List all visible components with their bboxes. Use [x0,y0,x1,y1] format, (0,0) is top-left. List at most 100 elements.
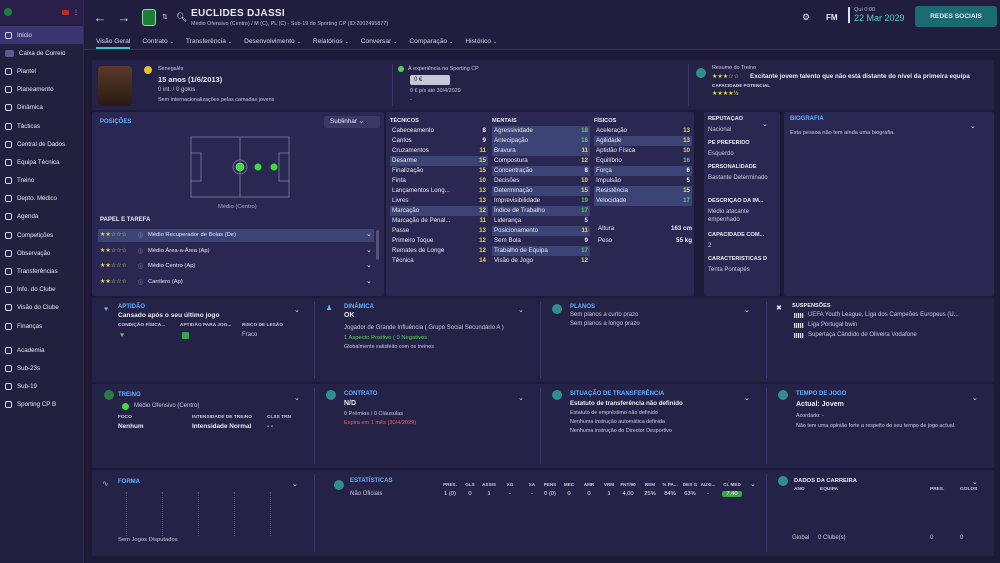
sidebar-item[interactable]: Transferências [0,262,83,280]
sidebar-item[interactable]: Observação [0,244,83,262]
tab-2[interactable]: Transferência ⌄ [186,34,232,49]
sidebar-item[interactable]: Plantel [0,62,83,80]
club-crest-icon[interactable] [142,8,156,26]
attribute-value: 12 [581,257,588,264]
divider [392,64,393,106]
forward-icon[interactable]: → [117,9,131,25]
tab-6[interactable]: Comparação ⌄ [409,34,453,49]
clock-icon [778,390,788,400]
chevron-down-icon[interactable]: ⌄ [294,307,300,314]
sidebar-item[interactable]: Agenda [0,208,83,226]
role-row[interactable]: ★★☆☆☆ ⓘ Médio Área-a-Área (Ap) ⌄ [98,245,374,258]
divider [314,474,315,552]
sidebar-item-icon [5,140,12,148]
sidebar-item[interactable]: Treino [0,172,83,190]
search-icon[interactable]: 🔍︎ [175,11,188,22]
chevron-down-icon[interactable]: ⌄ [366,246,372,254]
role-row[interactable]: ★★☆☆☆ ⓘ Médio Centro (Ap) ⌄ [98,260,374,273]
tab-3[interactable]: Desenvolvimento ⌄ [244,34,301,49]
sidebar-item[interactable]: Sub-19 [0,378,83,396]
role-row[interactable]: ★★☆☆☆ ⓘ Médio Recuperador de Bolas (De) ⌄ [98,229,374,242]
stats-header: ASSIS [482,482,496,487]
back-icon[interactable]: ← [93,9,107,25]
chevron-down-icon[interactable]: ⌄ [366,262,372,269]
bio-title[interactable]: BIOGRAFIA [790,116,824,122]
sidebar-item[interactable]: Info. do Clube [0,281,83,299]
sidebar-item-label: Academia [17,346,45,354]
positions-title[interactable]: POSIÇÕES [100,119,132,125]
fitness-title[interactable]: APTIDÃO [118,304,145,310]
attribute-row: Bravura 11 [492,146,590,156]
training-title-link[interactable]: TREINO [118,392,141,398]
chevron-down-icon[interactable]: ⌄ [744,395,750,402]
sidebar-item[interactable]: Equipa Técnica [0,153,83,171]
chevron-down-icon[interactable]: ⌄ [366,231,372,238]
chevron-down-icon[interactable]: ⌄ [972,395,978,402]
sidebar-item[interactable]: Caixa de Correio [0,44,83,62]
stats-title[interactable]: ESTATÍSTICAS [350,478,393,484]
chevron-down-icon[interactable]: ⌄ [292,481,298,488]
stats-row-label: Não Oficiais [350,491,383,497]
fm-logo[interactable]: FM [826,13,838,22]
career-goals: 0 [960,535,964,541]
tab-4[interactable]: Relatórios ⌄ [313,34,349,49]
sidebar-item[interactable]: Academia [0,341,83,359]
search-icon[interactable] [696,68,706,78]
social-button[interactable]: REDES SOCIAIS [915,6,997,27]
sidebar-item[interactable]: Sub-23s [0,359,83,377]
tab-5[interactable]: Conversar ⌄ [361,34,398,49]
chevron-down-icon[interactable]: ⌄ [518,307,524,314]
bio-text: Esta pessoa não tem ainda uma biografia. [790,130,895,136]
plans-title[interactable]: PLANOS [570,304,596,310]
dynamics-title[interactable]: DINÂMICA [344,304,374,310]
tab-0[interactable]: Visão Geral [96,34,131,49]
date-block[interactable]: Qui 0:00 22 Mar 2029 [848,7,905,23]
positions-panel: POSIÇÕES Sublinhar ⌄ Médio (Centro) PAPE… [92,112,384,296]
chevron-down-icon[interactable]: ⌄ [366,277,372,285]
sidebar-item[interactable]: Finanças [0,317,83,335]
sidebar-item-icon [5,122,12,130]
career-icon [778,476,788,486]
sidebar-item[interactable]: Visão do Clube [0,299,83,317]
star-rating-icon: ★★★☆☆ [712,74,739,80]
sidebar-item[interactable]: Depto. Médico [0,190,83,208]
form-icon: ∿ [102,479,109,488]
chevron-down-icon[interactable]: ⌄ [972,479,978,486]
role-row[interactable]: ★★☆☆☆ ⓘ Carrilero (Ap) ⌄ [98,276,374,289]
stats-header: AUXI... [700,482,716,487]
club-crest-icon[interactable] [4,8,12,16]
tab-7[interactable]: Histórico ⌄ [465,34,497,49]
chevron-updown-icon[interactable]: ⇅ [162,14,168,21]
chevron-down-icon[interactable]: ⌄ [762,121,768,128]
chevron-down-icon[interactable]: ⌄ [518,395,524,402]
playtime-title[interactable]: TEMPO DE JOGO [796,391,847,397]
highlight-dropdown[interactable]: Sublinhar ⌄ [324,116,380,128]
form-title[interactable]: FORMA [118,479,140,485]
sidebar-item[interactable]: Sporting CP B [0,396,83,414]
contract-title[interactable]: CONTRATO [344,391,378,397]
attribute-row: Marcação 12 [390,206,488,216]
transfer-title[interactable]: SITUAÇÃO DE TRANSFERÊNCIA [570,391,665,397]
chevron-down-icon[interactable]: ⌄ [294,395,300,402]
gear-icon[interactable]: ⚙ [802,12,811,22]
sidebar-item[interactable]: Dinâmica [0,99,83,117]
sidebar-item-label: Sub-23s [17,364,41,372]
attribute-name: Posicionamento [494,227,539,234]
sidebar-item[interactable]: Início [0,26,83,45]
training-text: Excitante jovem talento que não está dis… [750,73,970,80]
chevron-down-icon[interactable]: ⌄ [750,481,756,488]
career-title[interactable]: DADOS DA CARREIRA [794,478,857,484]
sidebar-item[interactable]: Tácticas [0,117,83,135]
sidebar-item[interactable]: Planeamento [0,81,83,99]
scrollbar[interactable] [376,230,379,260]
sidebar-item[interactable]: Central de Dados [0,135,83,153]
attribute-row: Antecipação 16 [492,136,590,146]
tab-1[interactable]: Contrato ⌄ [142,34,174,49]
tab-bar: Visão Geral Contrato ⌄ Transferência ⌄ Desenv… [84,34,1000,50]
bars-icon [794,333,804,338]
status-dot-icon [398,66,404,72]
sidebar-item[interactable]: Competições [0,226,83,244]
chevron-down-icon[interactable]: ⌄ [744,307,750,314]
more-icon[interactable]: ⋮ [73,9,79,16]
chevron-down-icon[interactable]: ⌄ [970,123,976,130]
